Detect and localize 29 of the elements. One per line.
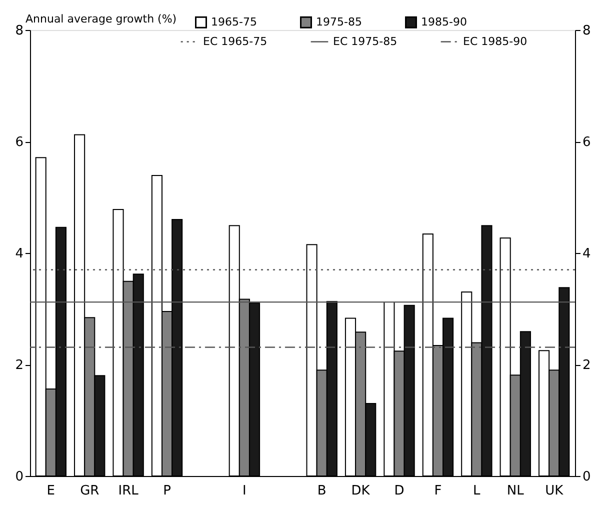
- legend-label: EC 1965-75: [203, 34, 268, 48]
- x-tick-label: E: [46, 484, 56, 498]
- y2-tick-label: 2: [582, 358, 591, 373]
- x-tick-label: DK: [351, 484, 370, 498]
- legend-label: EC 1975-85: [333, 34, 398, 48]
- y-tick-label: 8: [15, 24, 24, 38]
- x-tick-label: NL: [506, 484, 525, 498]
- y-axis-title: Annual average growth (%): [26, 12, 177, 26]
- y2-tick-label: 8: [582, 24, 591, 38]
- y2-tick-label: 4: [582, 246, 591, 262]
- x-tick-label: L: [473, 484, 482, 498]
- x-tick-label: IRL: [118, 484, 140, 498]
- legend-label: 1975-85: [316, 15, 362, 28]
- y-tick-label: 0: [15, 470, 24, 484]
- y2-tick-label: 0: [582, 470, 591, 484]
- legend-label: 1965-75: [211, 15, 257, 28]
- x-tick-label: B: [317, 484, 326, 498]
- y2-tick-label: 6: [582, 135, 591, 150]
- x-tick-label: I: [242, 484, 246, 498]
- x-tick-label: UK: [545, 484, 564, 498]
- y-tick-label: 4: [15, 246, 24, 262]
- y-tick-label: 2: [15, 358, 24, 373]
- x-tick-label: F: [434, 484, 442, 498]
- legend-label: EC 1985-90: [463, 34, 528, 48]
- legend-label: 1985-90: [421, 15, 467, 28]
- x-tick-label: GR: [80, 484, 100, 498]
- x-tick-label: P: [163, 484, 172, 498]
- y-tick-label: 6: [15, 135, 24, 150]
- x-tick-label: D: [394, 484, 404, 498]
